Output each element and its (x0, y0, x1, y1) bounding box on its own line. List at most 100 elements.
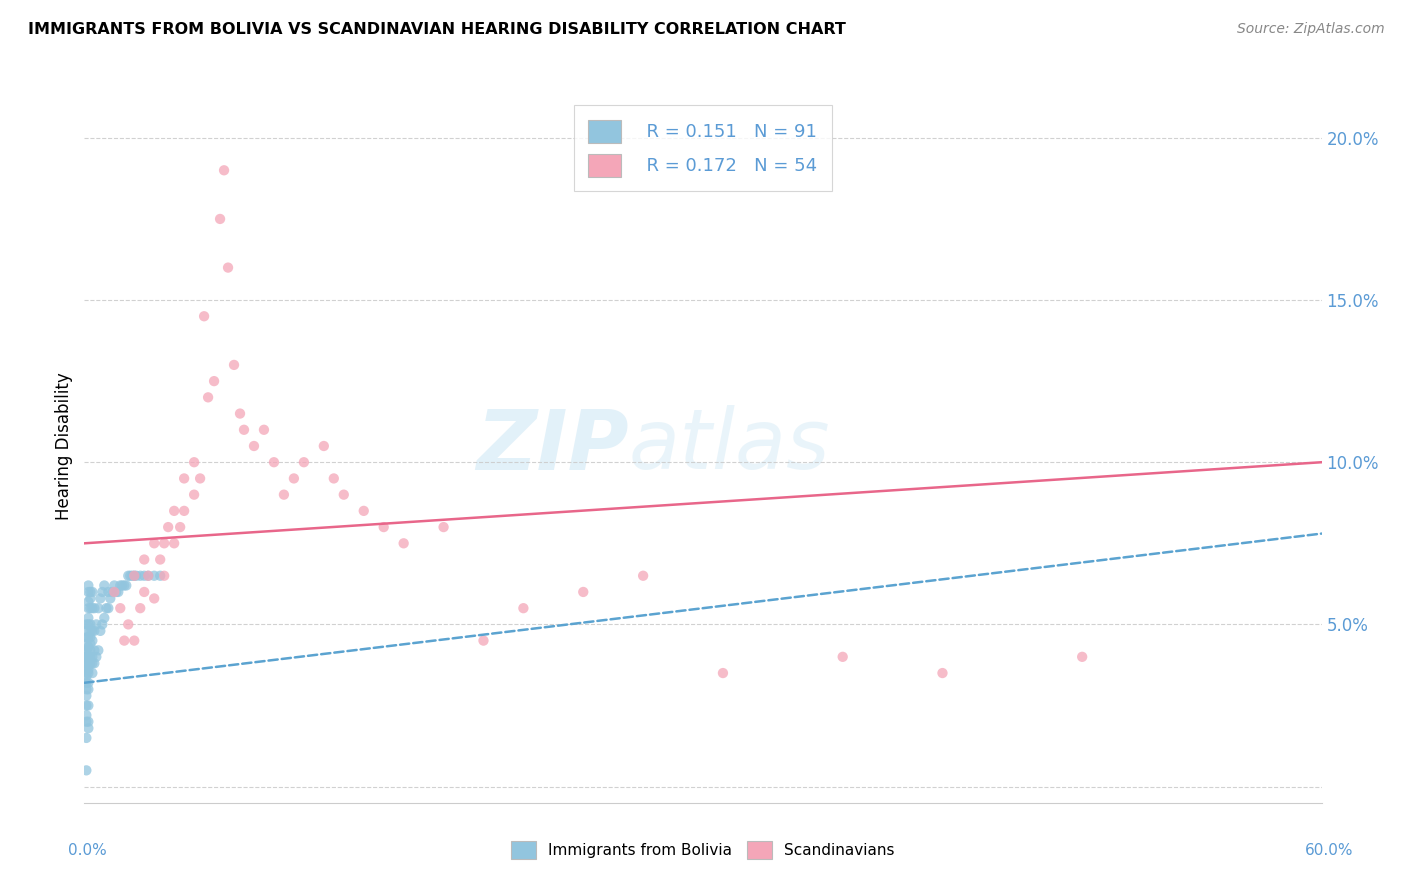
Point (77, 714, 100, 729)
Point (149, 552, 172, 566)
Point (153, 536, 176, 550)
Point (79, 591, 101, 606)
Point (112, 578, 135, 592)
Point (136, 568, 159, 582)
Point (83, 624, 105, 638)
Point (75, 631, 97, 645)
Point (512, 601, 534, 615)
Point (117, 568, 139, 582)
Point (75, 663, 97, 677)
Point (110, 578, 132, 592)
Point (77, 698, 100, 713)
Point (202, 374, 225, 388)
Point (75, 624, 97, 638)
Point (183, 488, 205, 502)
Point (103, 585, 125, 599)
Point (98, 591, 121, 606)
Point (134, 585, 156, 599)
Point (75, 666, 97, 681)
Point (75, 731, 97, 745)
Point (312, 439, 335, 453)
Point (129, 568, 152, 582)
Point (97, 585, 120, 599)
Point (129, 601, 152, 615)
Point (432, 520, 454, 534)
Point (322, 471, 344, 485)
Point (82, 624, 104, 638)
Point (193, 310, 215, 324)
Point (91, 617, 114, 632)
Point (373, 520, 395, 534)
Point (82, 657, 104, 671)
Point (217, 260, 239, 275)
Point (77, 721, 100, 735)
Legend: Immigrants from Bolivia, Scandinavians: Immigrants from Bolivia, Scandinavians (503, 834, 903, 866)
Point (572, 585, 595, 599)
Point (143, 591, 166, 606)
Point (136, 568, 159, 582)
Point (82, 585, 104, 599)
Point (107, 585, 129, 599)
Point (110, 601, 132, 615)
Point (83, 643, 105, 657)
Point (86, 617, 108, 632)
Point (77, 611, 100, 625)
Point (931, 666, 953, 681)
Point (89, 624, 111, 638)
Text: 0.0%: 0.0% (67, 843, 107, 858)
Point (75, 714, 97, 729)
Point (101, 585, 124, 599)
Point (120, 568, 142, 582)
Point (173, 504, 195, 518)
Point (243, 439, 266, 453)
Point (97, 601, 120, 615)
Point (77, 663, 100, 677)
Point (77, 675, 100, 690)
Point (157, 520, 180, 534)
Point (77, 601, 100, 615)
Point (75, 708, 97, 723)
Point (77, 631, 100, 645)
Point (122, 568, 145, 582)
Point (75, 675, 97, 690)
Point (77, 585, 100, 599)
Point (82, 601, 104, 615)
Point (75, 669, 97, 683)
Point (79, 637, 101, 651)
Point (711, 666, 734, 681)
Point (91, 585, 114, 599)
Point (115, 578, 138, 592)
Point (173, 471, 195, 485)
Point (134, 568, 156, 582)
Point (212, 163, 235, 178)
Point (79, 585, 101, 599)
Point (111, 578, 134, 592)
Point (87, 601, 110, 615)
Point (75, 689, 97, 703)
Point (122, 568, 145, 582)
Point (392, 536, 415, 550)
Point (83, 601, 105, 615)
Point (79, 624, 101, 638)
Point (75, 698, 97, 713)
Point (93, 611, 115, 625)
Point (283, 471, 305, 485)
Point (121, 568, 143, 582)
Point (273, 488, 295, 502)
Point (122, 633, 145, 648)
Point (105, 585, 128, 599)
Point (153, 568, 176, 582)
Point (229, 407, 252, 421)
Point (79, 657, 101, 671)
Point (96, 601, 118, 615)
Point (77, 657, 100, 671)
Point (75, 682, 97, 697)
Point (82, 649, 104, 664)
Point (87, 643, 110, 657)
Point (79, 643, 101, 657)
Point (75, 657, 97, 671)
Point (82, 633, 104, 648)
Point (169, 520, 191, 534)
Point (143, 536, 166, 550)
Point (233, 423, 256, 437)
